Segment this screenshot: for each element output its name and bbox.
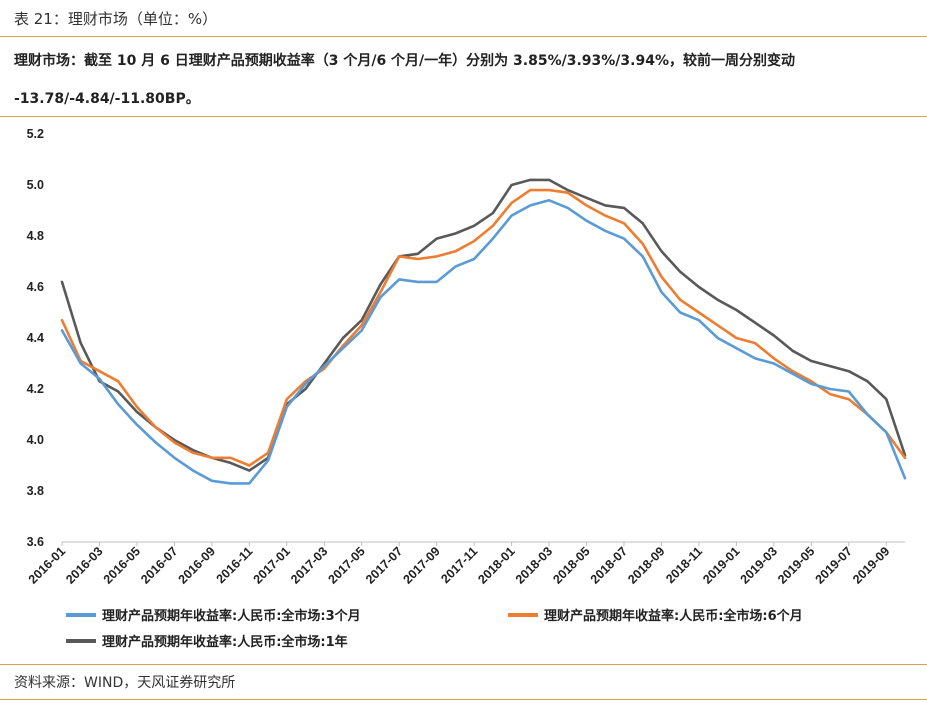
series-line-1	[60, 188, 907, 467]
x-tick-label: 2017-11	[438, 544, 480, 586]
y-tick-label: 3.8	[27, 484, 44, 498]
x-tick-label: 2018-09	[625, 544, 667, 586]
x-tick-label: 2017-07	[363, 544, 405, 586]
x-tick-label: 2019-09	[850, 544, 892, 586]
x-tick-label: 2017-09	[400, 544, 442, 586]
y-tick-label: 3.6	[27, 535, 44, 549]
y-axis: 5.2 5.0 4.8 4.6 4.4 4.2 4.0 3.8 3.6	[27, 127, 44, 549]
x-axis: 2016-012016-032016-052016-072016-092016-…	[26, 542, 892, 587]
y-tick-label: 4.4	[27, 331, 44, 345]
x-tick-label: 2019-01	[700, 544, 742, 586]
x-tick-label: 2016-11	[214, 544, 256, 586]
y-tick-label: 4.8	[27, 229, 44, 243]
x-tick-label: 2018-07	[588, 544, 630, 586]
y-tick-label: 4.0	[27, 433, 44, 447]
x-tick-label: 2018-03	[513, 544, 555, 586]
x-tick-label: 2019-03	[738, 544, 780, 586]
y-tick-label: 4.2	[27, 382, 44, 396]
x-tick-label: 2016-03	[63, 544, 105, 586]
summary-line-2: -13.78/-4.84/-11.80BP。	[14, 91, 200, 107]
x-tick-label: 2016-09	[176, 544, 218, 586]
table-caption: 表 21：理财市场（单位：%）	[14, 10, 218, 28]
source-note: 资料来源：WIND，天风证券研究所	[14, 675, 236, 691]
series-lines	[60, 178, 907, 485]
x-tick-label: 2016-07	[138, 544, 180, 586]
x-tick-label: 2016-01	[26, 544, 68, 586]
x-tick-label: 2019-07	[813, 544, 855, 586]
summary-line-1: 理财市场：截至 10 月 6 日理财产品预期收益率（3 个月/6 个月/一年）分…	[14, 53, 795, 69]
y-tick-label: 5.0	[27, 178, 44, 192]
bottom-rule	[0, 699, 927, 700]
summary-bottom-rule	[0, 116, 927, 117]
x-tick-label: 2016-05	[101, 544, 143, 586]
y-tick-label: 5.2	[27, 127, 44, 141]
legend: 理财产品预期年收益率:人民币:全市场:3个月 理财产品预期年收益率:人民币:全市场…	[66, 608, 803, 650]
series-line-2	[60, 178, 907, 472]
series-line-0	[60, 199, 907, 485]
x-tick-label: 2017-05	[326, 544, 368, 586]
top-rule	[0, 36, 927, 37]
legend-label-0: 理财产品预期年收益率:人民币:全市场:3个月	[102, 608, 361, 624]
x-tick-label: 2017-01	[251, 544, 293, 586]
legend-label-1: 理财产品预期年收益率:人民币:全市场:6个月	[544, 608, 803, 624]
source-top-rule	[0, 664, 927, 665]
legend-label-2: 理财产品预期年收益率:人民币:全市场:1年	[102, 634, 348, 650]
x-tick-label: 2018-05	[550, 544, 592, 586]
x-tick-label: 2017-03	[288, 544, 330, 586]
x-tick-label: 2019-05	[775, 544, 817, 586]
y-tick-label: 4.6	[27, 280, 44, 294]
x-tick-label: 2018-01	[475, 544, 517, 586]
x-tick-label: 2018-11	[663, 544, 705, 586]
line-chart: 5.25.04.84.64.44.24.03.83.6 2016-012016-…	[26, 127, 907, 650]
